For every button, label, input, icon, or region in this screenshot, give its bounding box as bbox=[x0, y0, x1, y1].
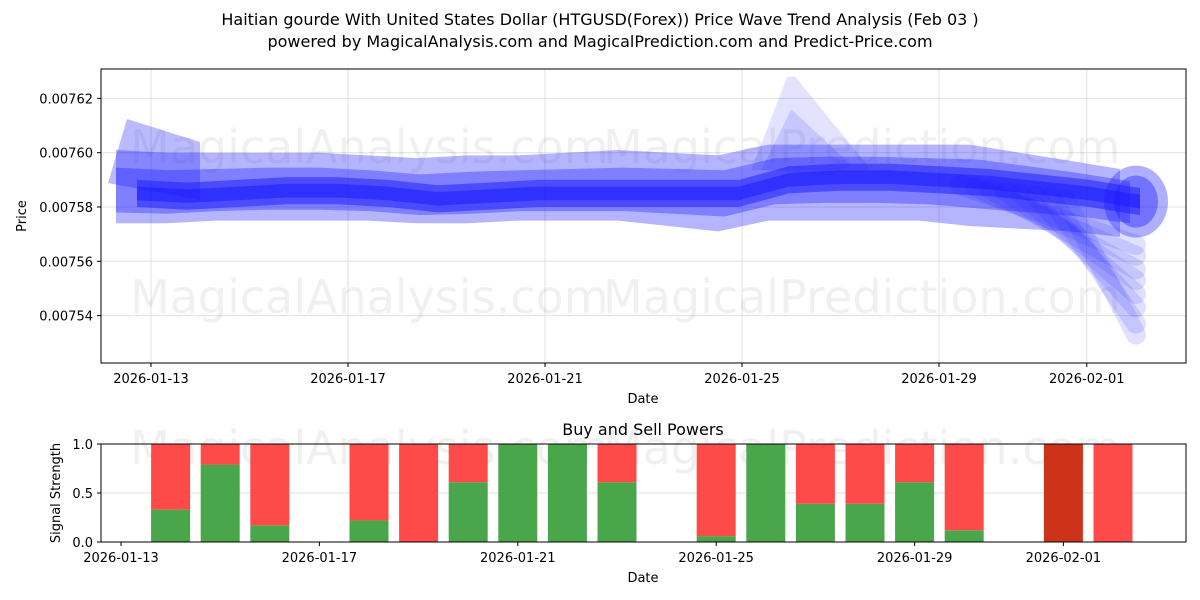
price-x-tick: 2026-02-01 bbox=[1049, 372, 1125, 387]
sell-bar bbox=[151, 444, 190, 510]
buy-bar bbox=[151, 510, 190, 542]
signal-y-tick: 1.0 bbox=[72, 438, 93, 453]
price-y-tick: 0.00760 bbox=[39, 147, 93, 162]
signal-y-axis-label: Signal Strength bbox=[49, 443, 64, 543]
buy-bar bbox=[945, 530, 984, 542]
signal-x-tick: 2026-02-01 bbox=[1026, 551, 1102, 566]
sell-bar bbox=[1094, 444, 1133, 542]
buy-bar bbox=[746, 444, 785, 542]
buy-bar bbox=[201, 465, 240, 542]
sell-bar bbox=[201, 444, 240, 465]
price-x-tick: 2026-01-29 bbox=[901, 372, 977, 387]
sell-bar bbox=[697, 444, 736, 536]
buy-bar bbox=[548, 444, 587, 542]
buy-bar bbox=[895, 482, 934, 542]
buy-bar bbox=[250, 525, 289, 542]
watermark-analysis-lower: MagicalAnalysis.com bbox=[130, 270, 609, 324]
price-x-tick: 2026-01-25 bbox=[704, 372, 780, 387]
price-y-tick: 0.00754 bbox=[39, 310, 93, 325]
signal-x-tick: 2026-01-21 bbox=[480, 551, 556, 566]
price-y-axis: 0.00762 0.00760 0.00758 0.00756 0.00754 bbox=[39, 92, 101, 324]
sell-bar bbox=[1044, 444, 1083, 542]
watermark-prediction-lower: MagicalPrediction.com bbox=[603, 270, 1121, 324]
buy-bar bbox=[846, 504, 885, 542]
buy-sell-power-chart: Buy and Sell Powers MagicalAnalysis.com … bbox=[49, 420, 1186, 586]
signal-x-axis: 2026-01-13 2026-01-17 2026-01-21 2026-01-25… bbox=[83, 542, 1101, 566]
price-x-tick: 2026-01-21 bbox=[507, 372, 583, 387]
signal-x-tick: 2026-01-17 bbox=[282, 551, 358, 566]
signal-x-tick: 2026-01-13 bbox=[83, 551, 159, 566]
price-y-tick: 0.00756 bbox=[39, 255, 93, 270]
price-y-tick: 0.00758 bbox=[39, 201, 93, 216]
signal-y-tick: 0.0 bbox=[72, 536, 93, 551]
signal-y-axis: 0.0 0.5 1.0 bbox=[72, 438, 101, 551]
price-x-axis: 2026-01-13 2026-01-17 2026-01-21 2026-01-25… bbox=[113, 363, 1124, 387]
sell-bar bbox=[399, 444, 438, 542]
buy-bar bbox=[796, 504, 835, 542]
sell-bar bbox=[945, 444, 984, 530]
price-y-tick: 0.00762 bbox=[39, 92, 93, 107]
buy-bar bbox=[697, 536, 736, 542]
buy-bar bbox=[350, 520, 389, 542]
price-x-tick: 2026-01-13 bbox=[113, 372, 189, 387]
signal-y-tick: 0.5 bbox=[72, 487, 93, 502]
signal-x-tick: 2026-01-29 bbox=[877, 551, 953, 566]
price-wave-chart: MagicalAnalysis.com MagicalPrediction.co… bbox=[15, 69, 1186, 407]
buy-bar bbox=[598, 482, 637, 542]
sell-bar bbox=[796, 444, 835, 504]
sell-bar bbox=[250, 444, 289, 525]
price-x-axis-label: Date bbox=[627, 392, 658, 407]
signal-x-axis-label: Date bbox=[627, 571, 658, 586]
sell-bar bbox=[449, 444, 488, 482]
price-y-axis-label: Price bbox=[15, 200, 30, 232]
signal-x-tick: 2026-01-25 bbox=[678, 551, 754, 566]
chart-canvas: MagicalAnalysis.com MagicalPrediction.co… bbox=[0, 0, 1200, 600]
price-x-tick: 2026-01-17 bbox=[310, 372, 386, 387]
sell-bar bbox=[895, 444, 934, 482]
sell-bar bbox=[598, 444, 637, 482]
sell-bar bbox=[846, 444, 885, 504]
buy-bar bbox=[498, 444, 537, 542]
buy-bar bbox=[449, 482, 488, 542]
sell-bar bbox=[350, 444, 389, 520]
